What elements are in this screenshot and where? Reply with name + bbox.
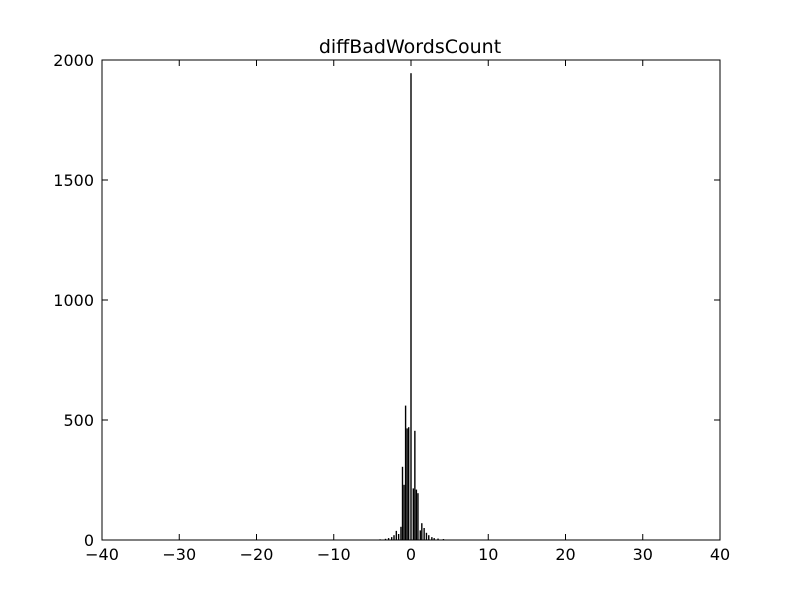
histogram-bar bbox=[437, 538, 439, 540]
histogram-bar bbox=[414, 430, 416, 540]
histogram-bar bbox=[412, 488, 415, 540]
histogram-bar bbox=[410, 73, 412, 540]
histogram-bar bbox=[404, 405, 407, 540]
histogram-bar bbox=[393, 535, 395, 540]
histogram-bar bbox=[387, 538, 390, 540]
histogram-bar bbox=[403, 484, 405, 540]
histogram-bar bbox=[419, 530, 421, 540]
x-tick-label: −20 bbox=[240, 545, 274, 564]
histogram-bar bbox=[415, 489, 418, 540]
x-tick-label: −30 bbox=[162, 545, 196, 564]
histogram-bar bbox=[423, 528, 425, 540]
y-tick-label: 500 bbox=[63, 411, 94, 430]
plot-frame bbox=[101, 59, 721, 541]
histogram-bar bbox=[421, 523, 423, 540]
y-tick-label: 2000 bbox=[53, 51, 94, 70]
bars-group bbox=[163, 73, 644, 541]
x-tick-label: 40 bbox=[710, 545, 730, 564]
histogram-bar bbox=[406, 428, 408, 540]
histogram-bar bbox=[433, 538, 435, 540]
histogram-bar bbox=[400, 526, 402, 540]
tick-labels-group: −40 −30 −20 −10 0 10 20 30 40 0 500 1000 1500 2000 bbox=[53, 51, 730, 564]
histogram-bar bbox=[407, 427, 410, 540]
x-tick-label: −40 bbox=[85, 545, 119, 564]
x-tick-label: 0 bbox=[406, 545, 416, 564]
x-tick-label: 30 bbox=[633, 545, 653, 564]
x-tick-label: 10 bbox=[478, 545, 498, 564]
y-tick-label: 0 bbox=[84, 531, 94, 550]
histogram-bar bbox=[425, 532, 428, 540]
histogram-bar bbox=[428, 535, 430, 540]
x-tick-label: −10 bbox=[317, 545, 351, 564]
y-tick-label: 1500 bbox=[53, 171, 94, 190]
histogram-bar bbox=[417, 493, 419, 540]
x-tick-label: 20 bbox=[555, 545, 575, 564]
histogram-bar bbox=[397, 534, 400, 540]
y-tick-label: 1000 bbox=[53, 291, 94, 310]
chart-title: diffBadWordsCount bbox=[319, 36, 501, 58]
histogram-bar bbox=[384, 538, 387, 540]
histogram-bar bbox=[390, 537, 393, 540]
histogram-bar bbox=[401, 466, 404, 540]
histogram-bar bbox=[431, 537, 433, 540]
histogram-bar bbox=[395, 530, 398, 540]
